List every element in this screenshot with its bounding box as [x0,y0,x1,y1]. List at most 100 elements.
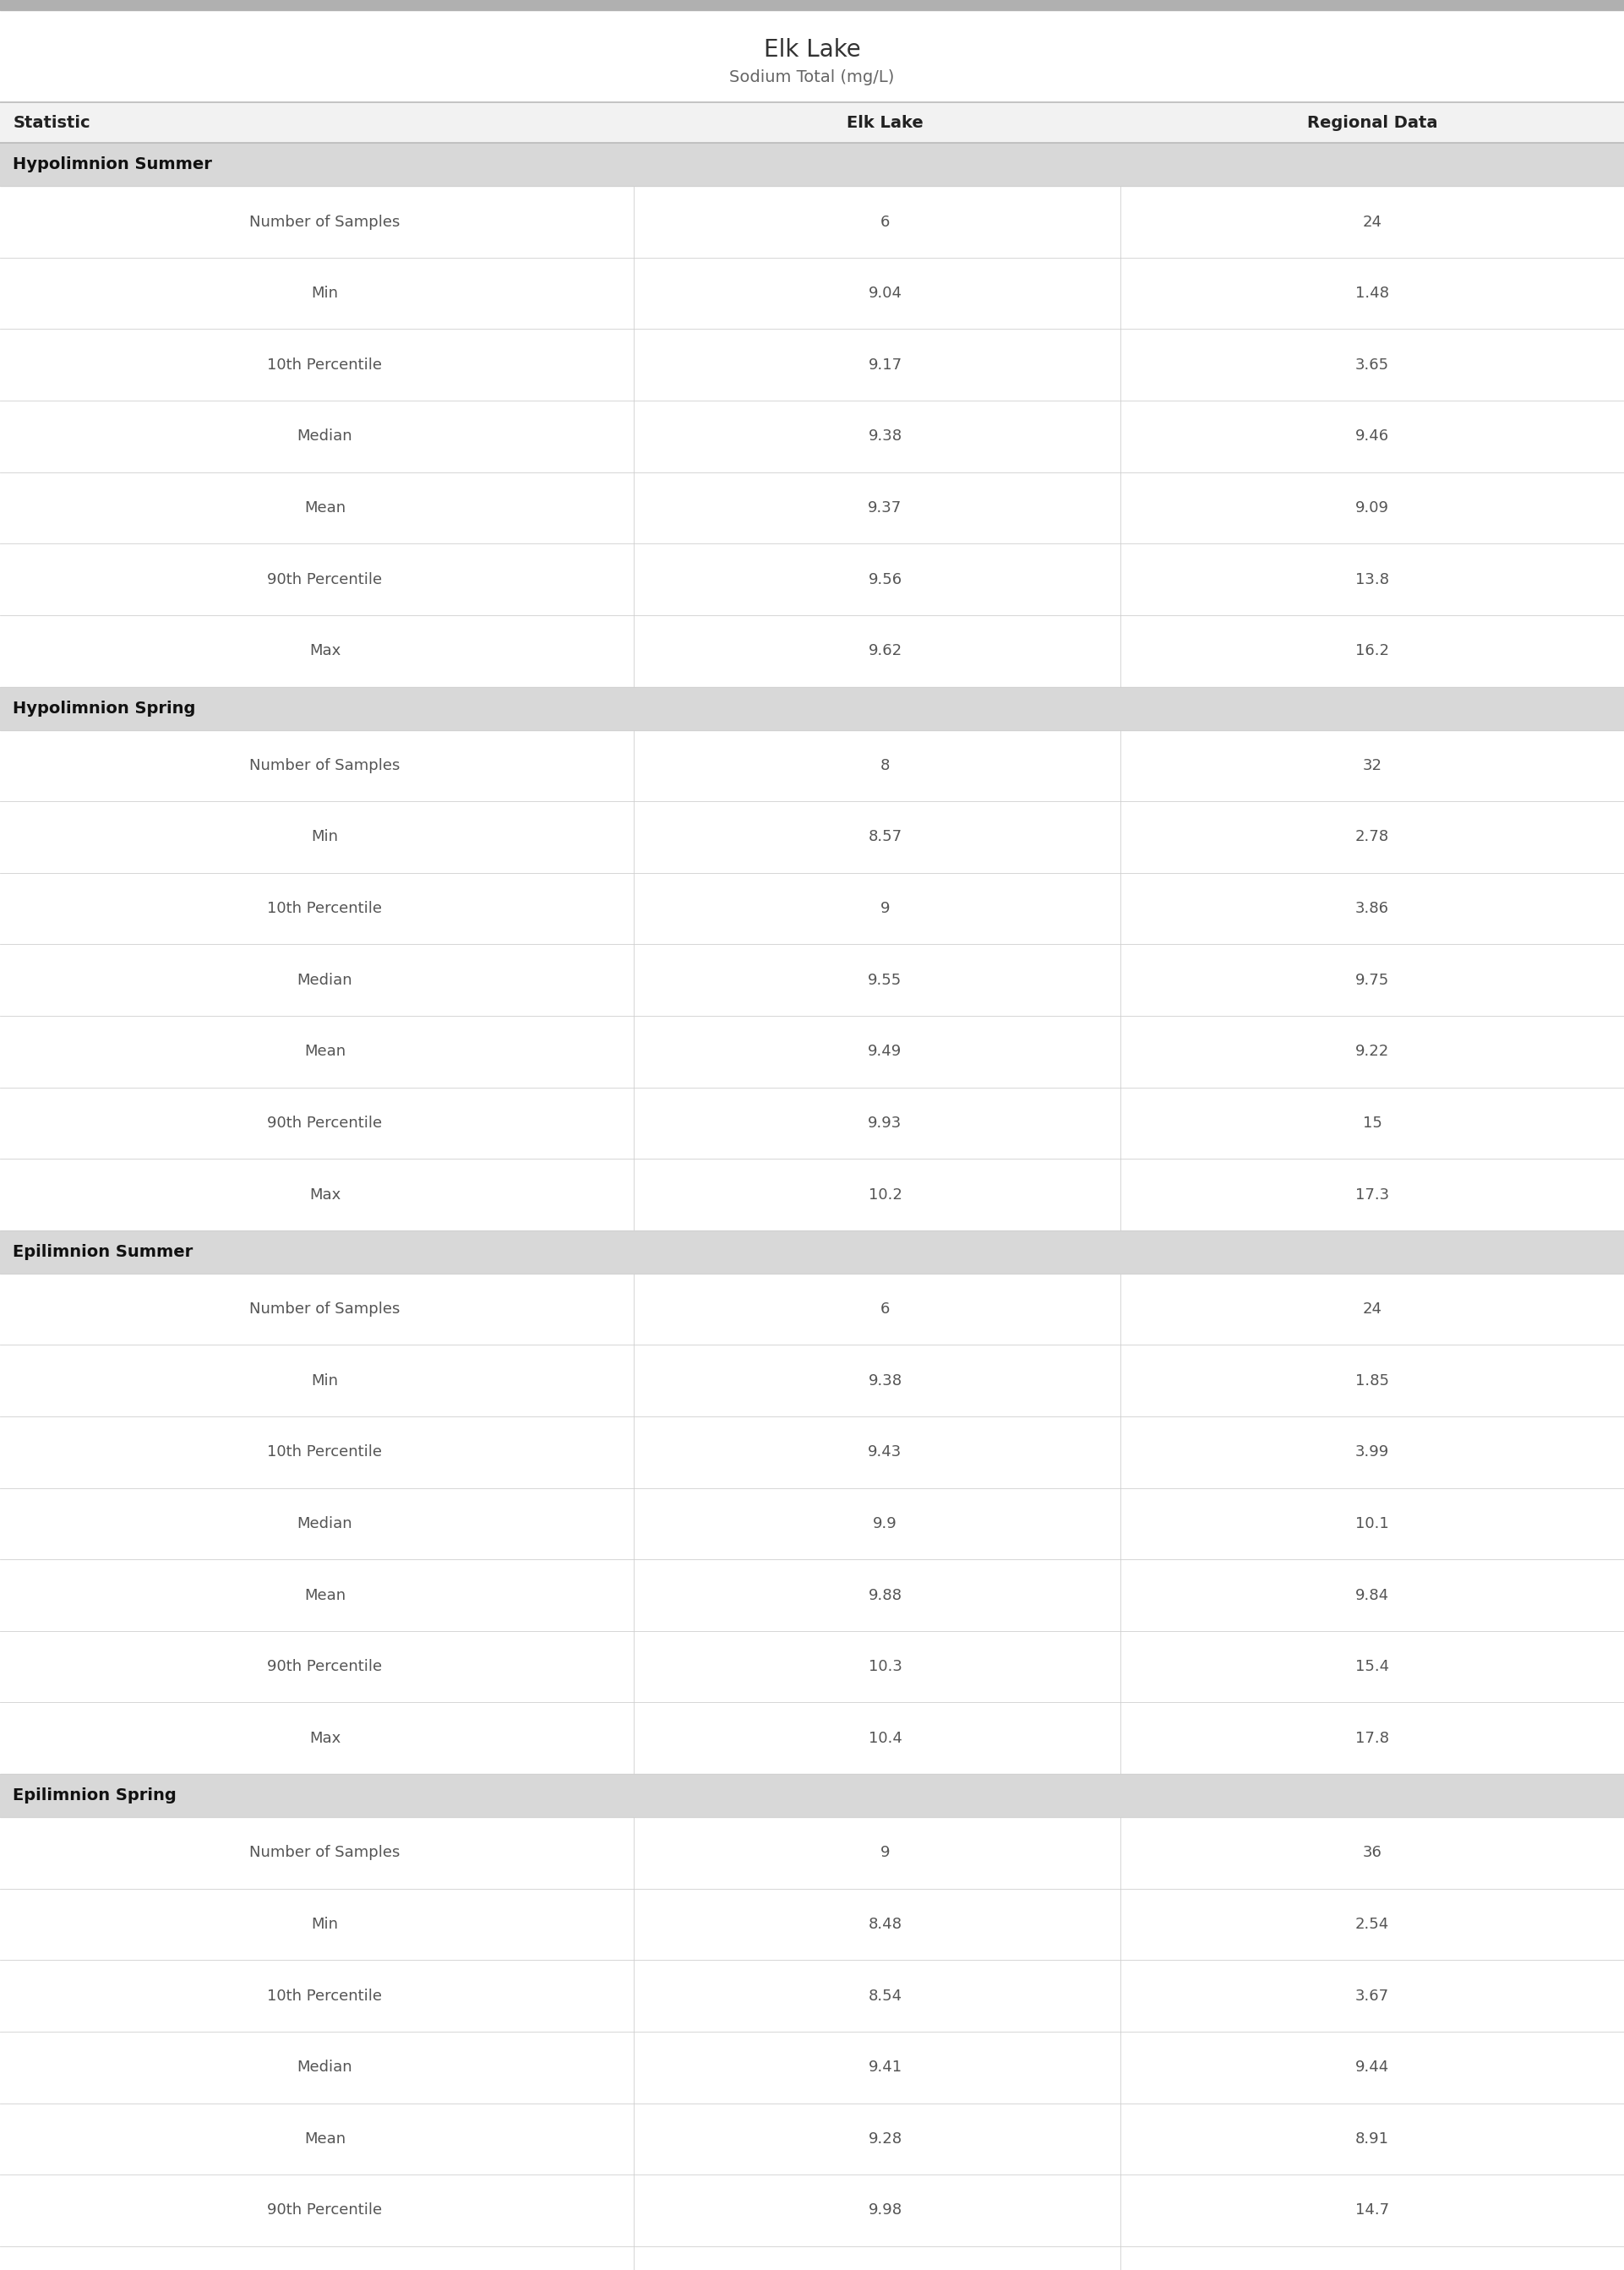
Bar [0,102,1624,143]
Text: 3.99: 3.99 [1356,1444,1389,1460]
Bar [0,0,1624,9]
Text: 9.38: 9.38 [869,429,901,445]
Text: 10.3: 10.3 [869,1659,901,1675]
Bar [0,1889,1624,1959]
Text: 9.17: 9.17 [869,356,901,372]
Text: Median: Median [297,429,352,445]
Text: 1.48: 1.48 [1356,286,1389,302]
Text: 8.54: 8.54 [869,1989,901,2004]
Text: Mean: Mean [304,499,346,515]
Text: 9.98: 9.98 [869,2202,901,2218]
Text: Number of Samples: Number of Samples [250,1846,400,1861]
Text: 32: 32 [1363,758,1382,774]
Text: Hypolimnion Summer: Hypolimnion Summer [13,157,213,173]
Text: 9.46: 9.46 [1356,429,1389,445]
Text: 9.43: 9.43 [869,1444,901,1460]
Bar [0,143,1624,186]
Text: Median: Median [297,972,352,987]
Text: 9.84: 9.84 [1356,1587,1389,1603]
Text: 8.91: 8.91 [1356,2132,1389,2147]
Text: 1.85: 1.85 [1356,1373,1389,1389]
Text: 9: 9 [880,1846,890,1861]
Text: Max: Max [309,1730,341,1746]
Text: Max: Max [309,642,341,658]
Text: Median: Median [297,2059,352,2075]
Text: 90th Percentile: 90th Percentile [268,1115,382,1130]
Bar [0,1959,1624,2032]
Text: 10th Percentile: 10th Percentile [268,1444,382,1460]
Text: 15: 15 [1363,1115,1382,1130]
Bar [0,1487,1624,1559]
Text: 90th Percentile: 90th Percentile [268,572,382,588]
Bar [0,729,1624,801]
Text: 9.55: 9.55 [869,972,901,987]
Text: 9.56: 9.56 [869,572,901,588]
Bar [0,801,1624,872]
Bar [0,1273,1624,1344]
Text: Min: Min [312,286,338,302]
Text: 10th Percentile: 10th Percentile [268,356,382,372]
Text: Median: Median [297,1516,352,1532]
Text: 90th Percentile: 90th Percentile [268,2202,382,2218]
Bar [0,1630,1624,1702]
Bar [0,1416,1624,1487]
Bar [0,2245,1624,2270]
Text: Mean: Mean [304,1044,346,1060]
Text: 9.41: 9.41 [869,2059,901,2075]
Text: 2.78: 2.78 [1356,829,1389,844]
Bar [0,329,1624,402]
Text: Min: Min [312,1916,338,1932]
Bar [0,1559,1624,1630]
Text: 10th Percentile: 10th Percentile [268,1989,382,2004]
Text: 9.93: 9.93 [869,1115,901,1130]
Text: 3.86: 3.86 [1356,901,1389,917]
Text: 3.65: 3.65 [1356,356,1389,372]
Text: Epilimnion Spring: Epilimnion Spring [13,1786,177,1805]
Bar [0,402,1624,472]
Text: 17.8: 17.8 [1356,1730,1389,1746]
Text: 13.8: 13.8 [1356,572,1389,588]
Text: 90th Percentile: 90th Percentile [268,1659,382,1675]
Bar [0,2175,1624,2245]
Bar [0,686,1624,729]
Bar [0,1230,1624,1273]
Text: 9: 9 [880,901,890,917]
Text: 17.3: 17.3 [1356,1187,1389,1203]
Text: Sodium Total (mg/L): Sodium Total (mg/L) [729,68,895,86]
Text: Number of Samples: Number of Samples [250,213,400,229]
Text: 10.1: 10.1 [1356,1516,1389,1532]
Text: Max: Max [309,1187,341,1203]
Bar [0,259,1624,329]
Text: 24: 24 [1363,1301,1382,1317]
Text: 9.49: 9.49 [869,1044,901,1060]
Bar [0,1158,1624,1230]
Text: 9.28: 9.28 [869,2132,901,2147]
Text: Hypolimnion Spring: Hypolimnion Spring [13,699,197,717]
Text: 8: 8 [880,758,890,774]
Text: 24: 24 [1363,213,1382,229]
Text: 10.4: 10.4 [869,1730,901,1746]
Text: 9.09: 9.09 [1356,499,1389,515]
Text: Elk Lake: Elk Lake [846,114,924,132]
Bar [0,1344,1624,1416]
Bar [0,2032,1624,2102]
Text: 15.4: 15.4 [1356,1659,1389,1675]
Text: 9.37: 9.37 [869,499,901,515]
Text: 8.48: 8.48 [869,1916,901,1932]
Bar [0,1816,1624,1889]
Text: 9.88: 9.88 [869,1587,901,1603]
Text: 9.22: 9.22 [1356,1044,1389,1060]
Text: 6: 6 [880,213,890,229]
Bar [0,2102,1624,2175]
Text: 9.62: 9.62 [869,642,901,658]
Text: 10th Percentile: 10th Percentile [268,901,382,917]
Text: 6: 6 [880,1301,890,1317]
Text: Number of Samples: Number of Samples [250,1301,400,1317]
Text: Min: Min [312,1373,338,1389]
Text: 9.04: 9.04 [869,286,901,302]
Text: 9.38: 9.38 [869,1373,901,1389]
Text: 2.54: 2.54 [1356,1916,1389,1932]
Text: 9.75: 9.75 [1356,972,1389,987]
Text: Min: Min [312,829,338,844]
Text: 16.2: 16.2 [1356,642,1389,658]
